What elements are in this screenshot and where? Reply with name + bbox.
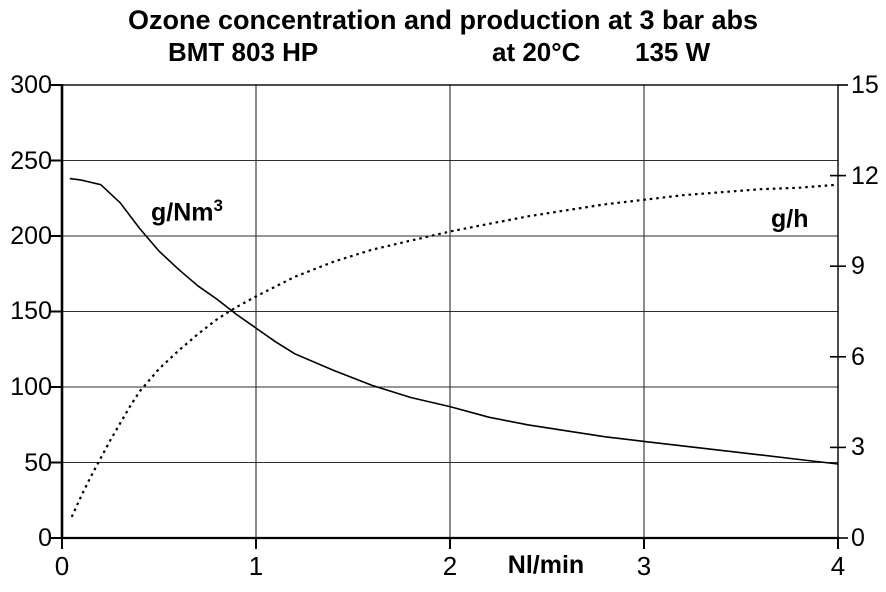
production-curve — [70, 183, 839, 518]
concentration-curve — [69, 177, 839, 465]
chart-title: Ozone concentration and production at 3 … — [127, 5, 759, 35]
production-unit-label: g/h — [771, 205, 809, 233]
right-axis-tick-12: 12 — [851, 162, 879, 190]
x-axis-tick-2: 2 — [442, 551, 458, 581]
x-axis-tick-0: 0 — [54, 551, 70, 581]
chart-subtitle-temperature: at 20°C — [492, 37, 581, 67]
chart-subtitle-power: 135 W — [635, 37, 711, 67]
chart-subtitle-model: BMT 803 HP — [168, 37, 319, 67]
left-axis-tick-100: 100 — [10, 373, 52, 401]
x-axis-tick-3: 3 — [636, 551, 652, 581]
x-axis-tick-1: 1 — [248, 551, 264, 581]
x-axis-unit-label: Nl/min — [507, 551, 585, 579]
left-axis-tick-300: 300 — [10, 71, 52, 99]
right-axis-tick-9: 9 — [851, 252, 865, 280]
right-axis-tick-0: 0 — [851, 524, 865, 552]
left-axis-tick-200: 200 — [10, 222, 52, 250]
right-axis-tick-3: 3 — [851, 433, 865, 461]
x-axis-tick-4: 4 — [830, 551, 846, 581]
right-axis-tick-15: 15 — [851, 71, 879, 99]
concentration-unit-label: g/Nm3 — [151, 196, 223, 227]
left-axis-tick-50: 50 — [24, 449, 52, 477]
right-axis-tick-6: 6 — [851, 343, 865, 371]
left-axis-tick-150: 150 — [10, 297, 52, 325]
left-axis-tick-250: 250 — [10, 147, 52, 175]
left-axis-tick-0: 0 — [38, 524, 52, 552]
